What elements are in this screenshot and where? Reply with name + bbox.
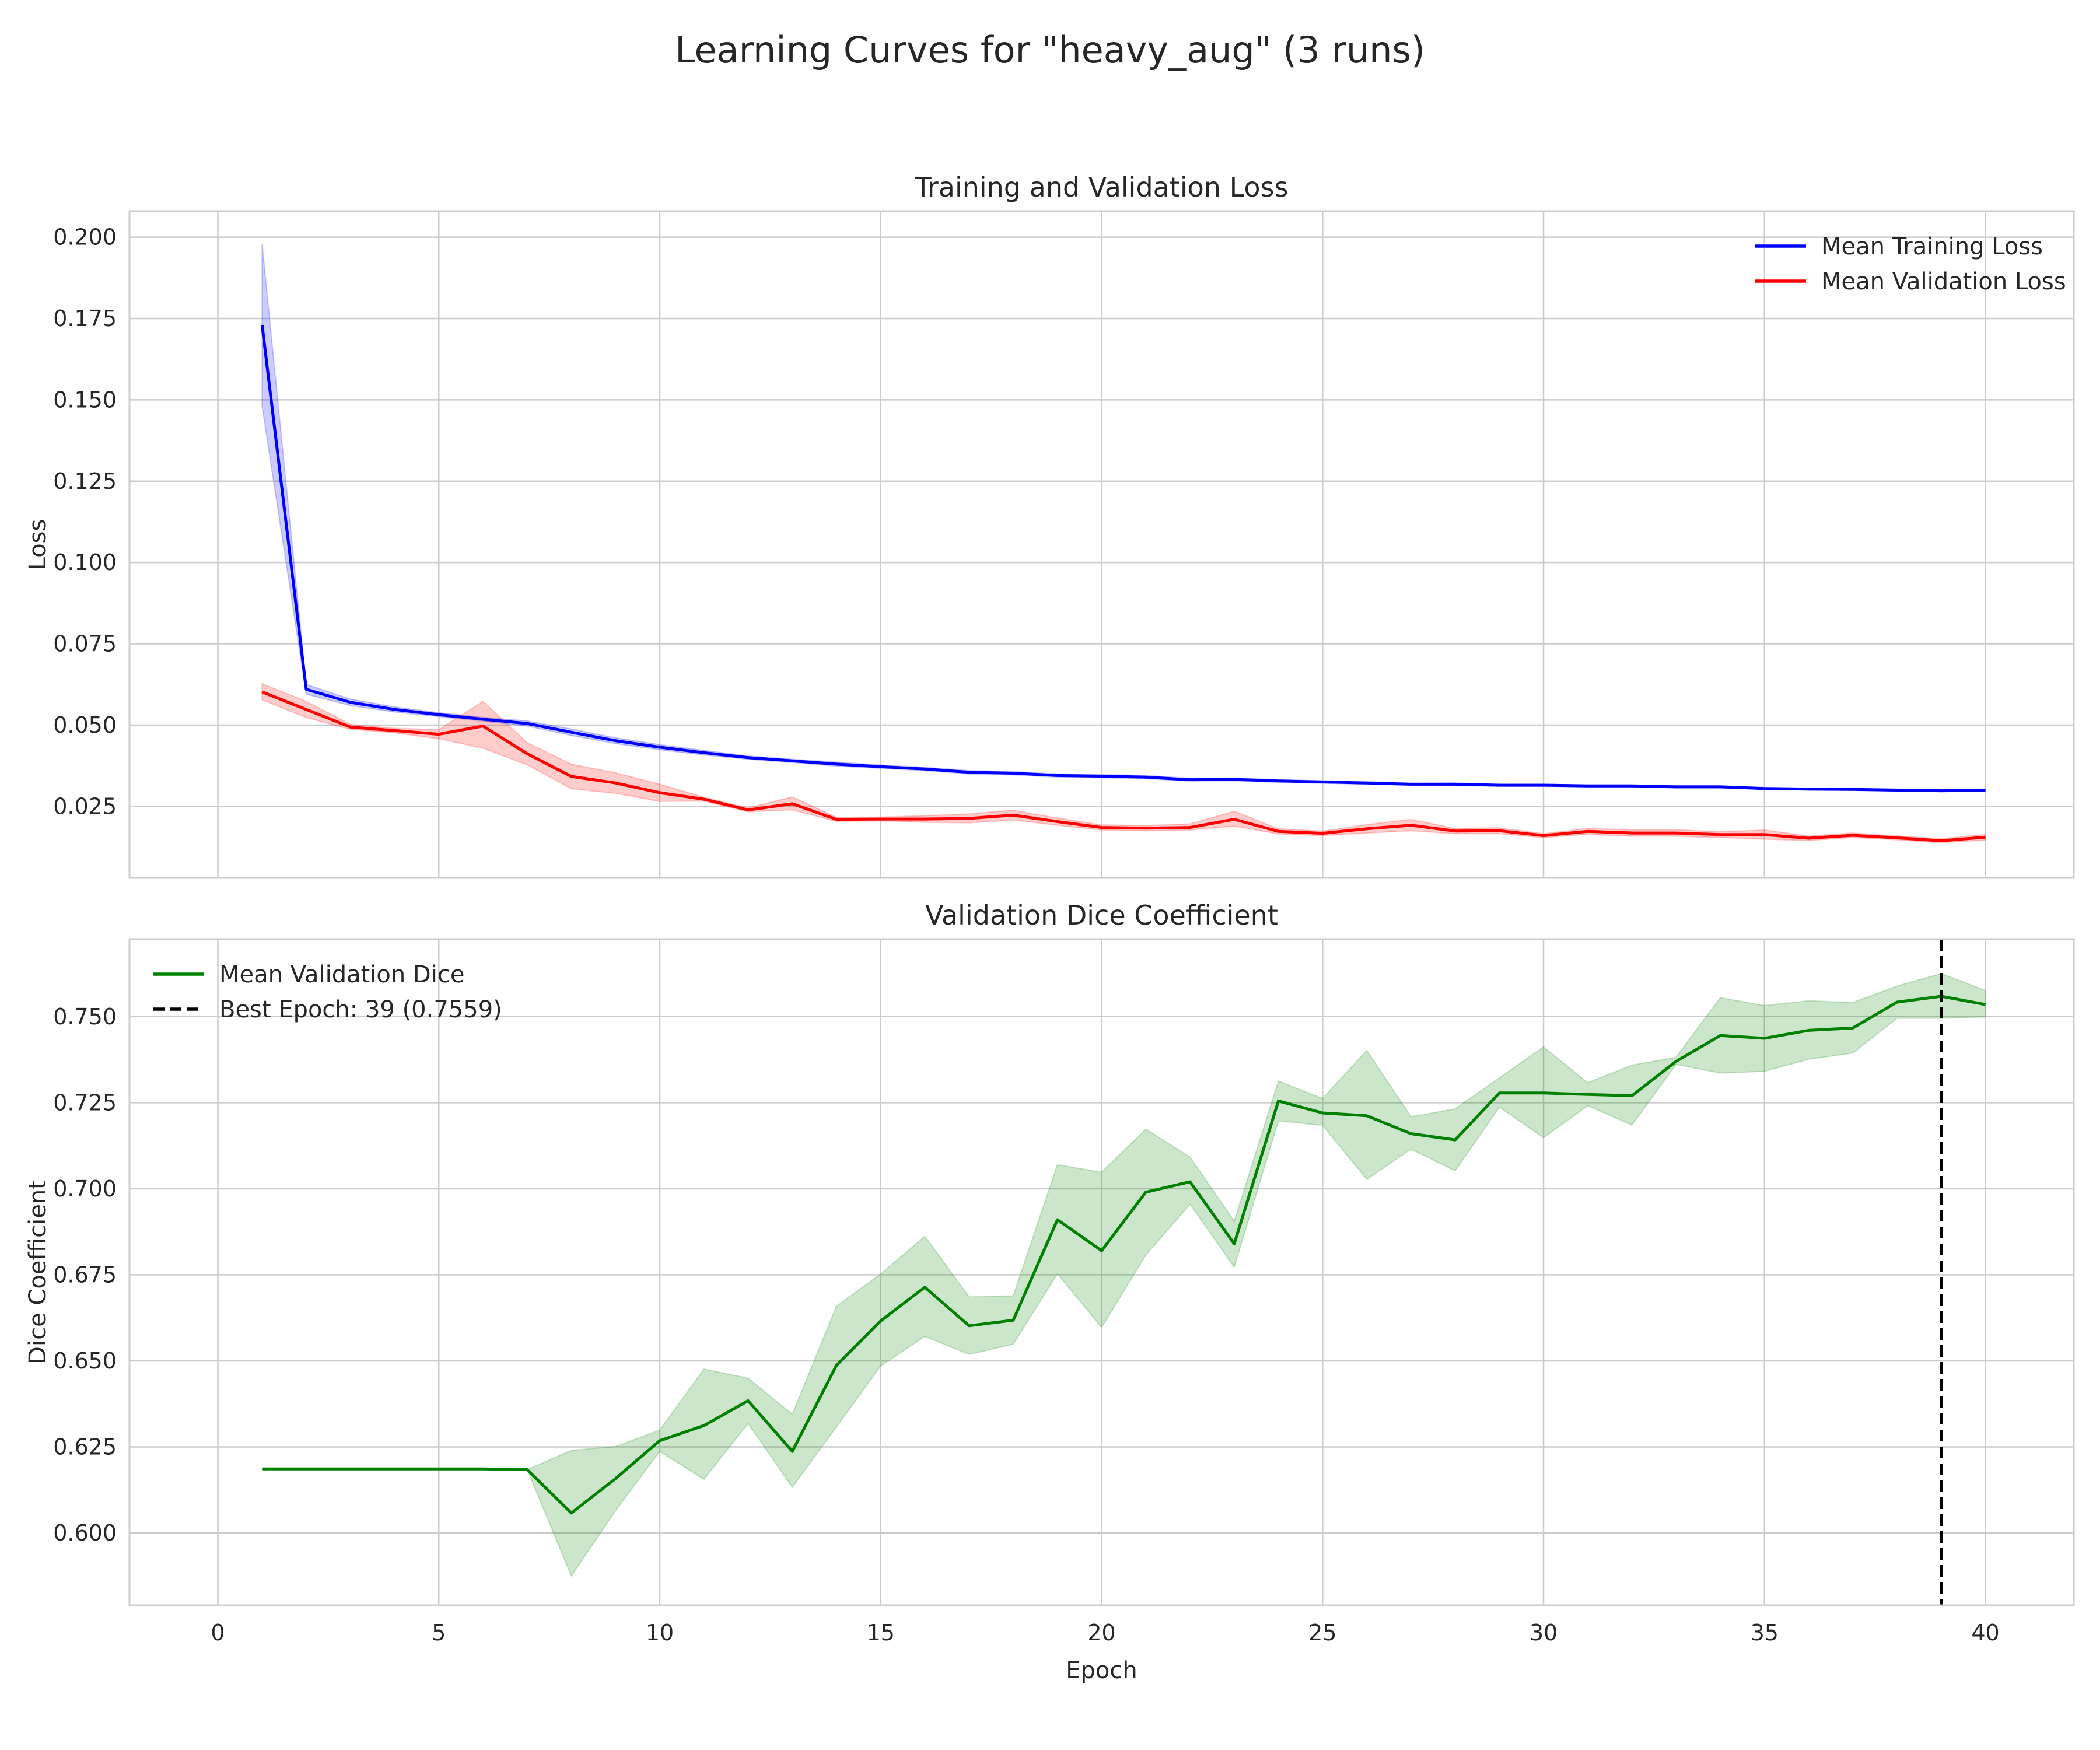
loss-y-tick-label: 0.125 — [53, 468, 117, 494]
loss-line-1 — [261, 690, 1986, 842]
dice-x-tick-label: 40 — [1971, 1620, 1999, 1646]
dice-axes-frame — [128, 938, 2075, 1606]
loss-panel: 0.025 0.050 0.075 0.100 0.125 0.150 0.175 0.200… — [24, 172, 2075, 879]
figure-title: Learning Curves for "heavy_aug" (3 runs) — [675, 29, 1425, 71]
dice-x-tick-label: 35 — [1751, 1620, 1779, 1646]
dice-y-tick-label: 0.750 — [53, 1004, 117, 1030]
loss-line-0 — [260, 324, 1986, 793]
dice-x-tick-label: 25 — [1308, 1620, 1336, 1646]
loss-axes-frame — [128, 210, 2075, 879]
dice-y-tick-label: 0.725 — [53, 1090, 117, 1115]
dice-y-tick-label: 0.625 — [53, 1434, 117, 1460]
dice-x-tick-label: 10 — [646, 1620, 674, 1646]
dice-y-tick-label: 0.600 — [53, 1520, 117, 1546]
loss-y-axis-label: Loss — [24, 519, 51, 570]
loss-y-tick-label: 0.075 — [53, 631, 117, 657]
dice-x-tick-label: 15 — [867, 1620, 895, 1646]
loss-y-tick-label: 0.200 — [53, 225, 117, 250]
dice-legend-label: Mean Validation Dice — [219, 961, 464, 988]
dice-x-tick-label: 20 — [1087, 1620, 1115, 1646]
loss-y-tick-label: 0.050 — [53, 712, 117, 738]
dice-panel: 0.600 0.625 0.650 0.675 0.700 0.725 0.750 0 5 10 1… — [24, 900, 2075, 1684]
dice-y-tick-label: 0.700 — [53, 1176, 117, 1202]
loss-title: Training and Validation Loss — [915, 172, 1289, 203]
loss-y-tick-label: 0.100 — [53, 550, 117, 575]
loss-legend-label: Mean Validation Loss — [1821, 268, 2066, 295]
dice-title: Validation Dice Coefficient — [925, 900, 1278, 931]
dice-x-tick-label: 5 — [432, 1620, 446, 1646]
loss-legend-label: Mean Training Loss — [1821, 233, 2043, 260]
dice-x-axis-label: Epoch — [1066, 1657, 1137, 1684]
dice-line-0 — [262, 995, 1986, 1515]
loss-y-tick-label: 0.150 — [53, 387, 117, 412]
dice-x-tick-label: 30 — [1530, 1620, 1558, 1646]
dice-y-tick-label: 0.650 — [53, 1348, 117, 1374]
dice-legend-label: Best Epoch: 39 (0.7559) — [219, 996, 502, 1023]
dice-y-tick-label: 0.675 — [53, 1262, 117, 1287]
dice-y-axis-label: Dice Coefficient — [24, 1180, 51, 1364]
loss-y-tick-label: 0.175 — [53, 306, 117, 331]
loss-y-tick-label: 0.025 — [53, 793, 117, 819]
loss-band-1 — [261, 682, 1986, 844]
dice-x-tick-label: 0 — [211, 1620, 225, 1646]
